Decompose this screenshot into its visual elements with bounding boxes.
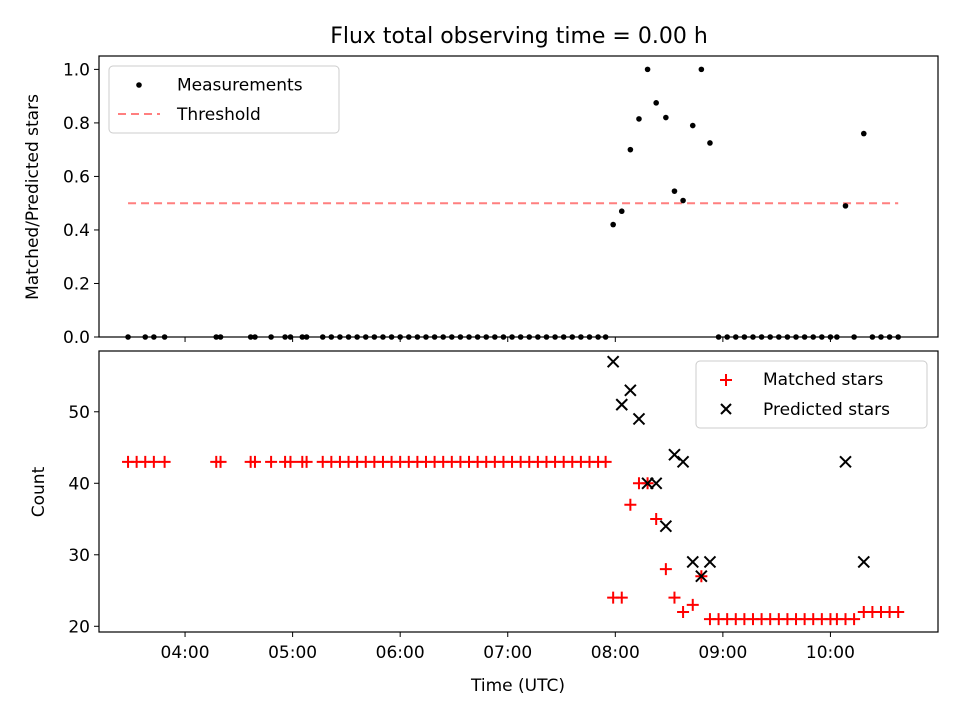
measurement-point [636,116,642,122]
bottom-legend-box [695,360,928,429]
matched-star-point [615,591,628,604]
matched-star-point [300,455,313,468]
bottom-ylabel: Count [29,466,49,517]
matched-star-point [686,598,699,611]
matched-star-point [848,613,861,626]
predicted-star-point [676,455,690,469]
matched-star-point [248,455,261,468]
bottom-xtick-label: 04:00 [161,643,210,663]
bottom-ytick-label: 50 [68,403,90,423]
matched-star-point [214,455,227,468]
measurement-point [618,208,625,215]
matched-star-point [147,455,160,468]
matched-star-point [624,498,637,511]
legend-matched-marker [720,374,732,386]
legend-predicted-marker [720,403,732,415]
predicted-star-point [659,519,673,533]
predicted-star-point [839,455,852,469]
matched-star-point [284,455,297,468]
bottom-ytick-label: 20 [68,617,90,637]
bottom-axes-frame [98,350,939,633]
legend-measurements-label: Measurements [177,76,303,96]
matched-star-point [599,455,612,468]
predicted-star-point [686,555,699,569]
bottom-xtick-label: 09:00 [698,643,747,663]
bottom-xtick-label: 05:00 [268,643,317,663]
top-data-layer [125,66,902,340]
measurement-point [689,122,696,129]
bottom-xtick-label: 08:00 [591,643,640,663]
bottom-data-layer [122,355,905,626]
predicted-star-point [632,412,646,426]
top-ytick-label: 0.8 [63,114,90,134]
matched-star-point [265,455,278,468]
bottom-xtick-label: 06:00 [376,643,425,663]
matched-star-point [158,455,171,468]
top-ytick-label: 0.2 [63,274,90,294]
legend-threshold-label: Threshold [176,105,261,125]
measurement-point [671,188,678,194]
predicted-star-point [615,398,628,411]
legend-matched-label: Matched stars [763,370,883,390]
predicted-star-point [624,384,637,397]
measurement-point [842,203,849,209]
top-yticks: 0.0 0.2 0.4 0.6 0.8 1.0 [63,60,99,348]
top-ytick-label: 0.4 [63,221,90,241]
measurement-point [860,130,867,137]
top-ytick-label: 0.6 [63,167,90,187]
predicted-star-point [668,448,681,461]
bottom-xlabel: Time (UTC) [470,676,565,696]
measurement-point [663,114,669,121]
top-ytick-label: 1.0 [63,60,90,80]
bottom-xtick-label: 10:00 [806,643,855,663]
matched-star-point [892,605,905,618]
predicted-star-point [703,555,717,569]
matched-star-point [668,591,681,604]
top-axes-frame [98,55,939,338]
measurement-point [644,66,651,73]
measurement-point [653,100,659,106]
legend-measurements-marker [136,82,142,88]
matched-star-point [650,513,663,526]
bottom-yticks: 20 30 40 50 [68,403,99,637]
bottom-legend: Matched stars Predicted stars [695,360,928,429]
measurement-point [680,197,686,204]
measurement-point [610,221,616,228]
predicted-star-point [695,570,708,583]
measurement-point [627,146,634,153]
predicted-star-point [649,477,663,490]
predicted-star-point [606,355,620,368]
bottom-ytick-label: 30 [68,546,90,566]
bottom-xticks: 04:00 05:00 06:00 07:00 08:00 09:00 10:00 [161,632,855,663]
top-ytick-label: 0.0 [63,328,90,348]
top-xticks [184,337,831,342]
measurement-point [707,140,713,146]
bottom-panel: 20 30 40 50 04:00 05:00 06:00 07:00 08:00 09:00 1… [29,350,939,696]
bottom-ytick-label: 40 [68,474,90,494]
top-ylabel: Matched/Predicted stars [23,94,43,300]
predicted-star-point [857,555,870,569]
matched-star-point [677,605,690,618]
matched-star-point [659,563,672,576]
top-panel: 0.0 0.2 0.4 0.6 0.8 1.0 Matched/Predicted sta… [23,55,939,348]
legend-predicted-label: Predicted stars [763,400,890,420]
bottom-xtick-label: 07:00 [483,643,532,663]
measurement-point [698,66,705,73]
top-legend-box [108,65,340,134]
figure-title: Flux total observing time = 0.00 h [330,24,708,49]
top-legend: Measurements Threshold [108,65,340,134]
